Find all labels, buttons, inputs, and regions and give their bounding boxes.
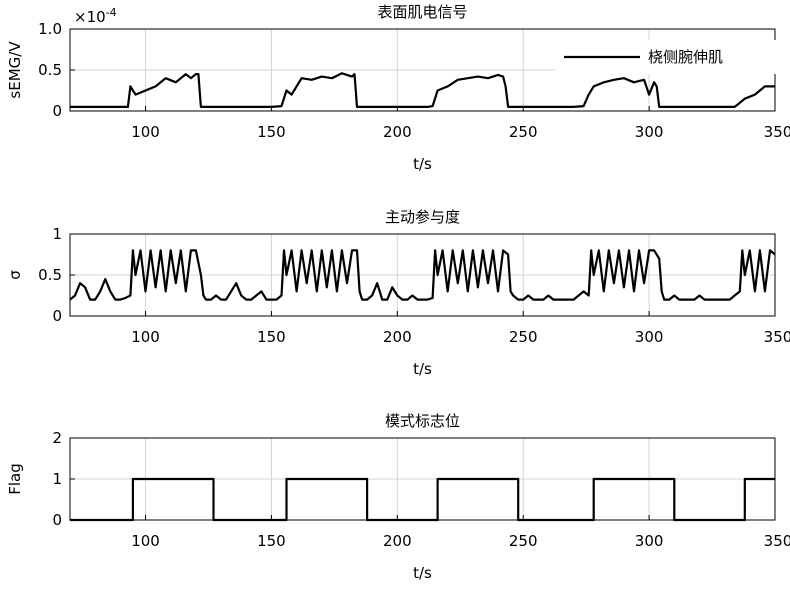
legend: 桡侧腕伸肌	[556, 40, 778, 74]
x-tick-label: 150	[257, 328, 286, 346]
x-tick-label: 350	[764, 123, 790, 141]
x-tick-label: 350	[764, 532, 790, 550]
y-tick-label: 0	[52, 511, 62, 529]
exponent-label: ×10-4	[74, 6, 117, 26]
grid	[70, 233, 776, 317]
series-line	[70, 72, 775, 109]
series-layer	[70, 477, 775, 522]
x-tick-label: 200	[383, 123, 412, 141]
x-tick-label: 150	[257, 123, 286, 141]
y-axis-label: σ	[6, 270, 24, 280]
x-axis-label: t/s	[413, 360, 432, 378]
x-axis-label: t/s	[413, 155, 432, 173]
y-tick-label: 2	[52, 429, 62, 447]
y-tick-label: 1	[52, 225, 62, 243]
x-tick-label: 200	[383, 328, 412, 346]
y-tick-label: 0	[52, 102, 62, 120]
x-tick-label: 250	[509, 532, 538, 550]
series-layer	[70, 72, 775, 109]
y-tick-label: 0.5	[38, 61, 62, 79]
x-tick-label: 200	[383, 532, 412, 550]
chart-title: 主动参与度	[385, 208, 460, 226]
y-axis-label: Flag	[6, 463, 24, 495]
y-tick-labels: 0 1 2	[52, 429, 75, 529]
x-tick-labels: 100 150 200 250 300 350	[131, 106, 790, 141]
legend-entry: 桡侧腕伸肌	[648, 48, 723, 66]
x-tick-label: 300	[635, 532, 664, 550]
x-tick-label: 100	[131, 328, 160, 346]
chart-title: 表面肌电信号	[377, 3, 467, 21]
x-tick-label: 300	[635, 123, 664, 141]
x-tick-labels: 100 150 200 250 300 350	[131, 311, 790, 346]
panel-semg: 100 150 200 250 300 350 0 0.5 1.0 表面肌电信号 t/s sE…	[6, 3, 790, 173]
x-tick-label: 250	[509, 123, 538, 141]
series-line	[70, 477, 775, 522]
x-tick-label: 100	[131, 123, 160, 141]
x-axis-label: t/s	[413, 564, 432, 582]
x-tick-label: 100	[131, 532, 160, 550]
y-tick-labels: 0 0.5 1.0	[38, 20, 75, 120]
y-axis-label: sEMG/V	[6, 41, 24, 99]
panel-mode-flag: 100 150 200 250 300 350 0 1 2 模式标志位 t/s Flag	[6, 412, 790, 582]
y-tick-label: 0.5	[38, 266, 62, 284]
x-tick-label: 300	[635, 328, 664, 346]
panel-participation: 100 150 200 250 300 350 00.51 主动参与度 t/s σ	[6, 208, 790, 378]
y-tick-label: 1.0	[38, 20, 62, 38]
x-tick-label: 150	[257, 532, 286, 550]
chart-title: 模式标志位	[385, 412, 460, 430]
series-layer	[69, 249, 776, 301]
series-line	[69, 249, 776, 301]
x-tick-labels: 100 150 200 250 300 350	[131, 515, 790, 550]
x-tick-label: 350	[764, 328, 790, 346]
x-tick-label: 250	[509, 328, 538, 346]
y-tick-label: 1	[52, 470, 62, 488]
y-tick-label: 0	[52, 307, 62, 325]
y-tick-labels: 00.51	[38, 225, 75, 325]
